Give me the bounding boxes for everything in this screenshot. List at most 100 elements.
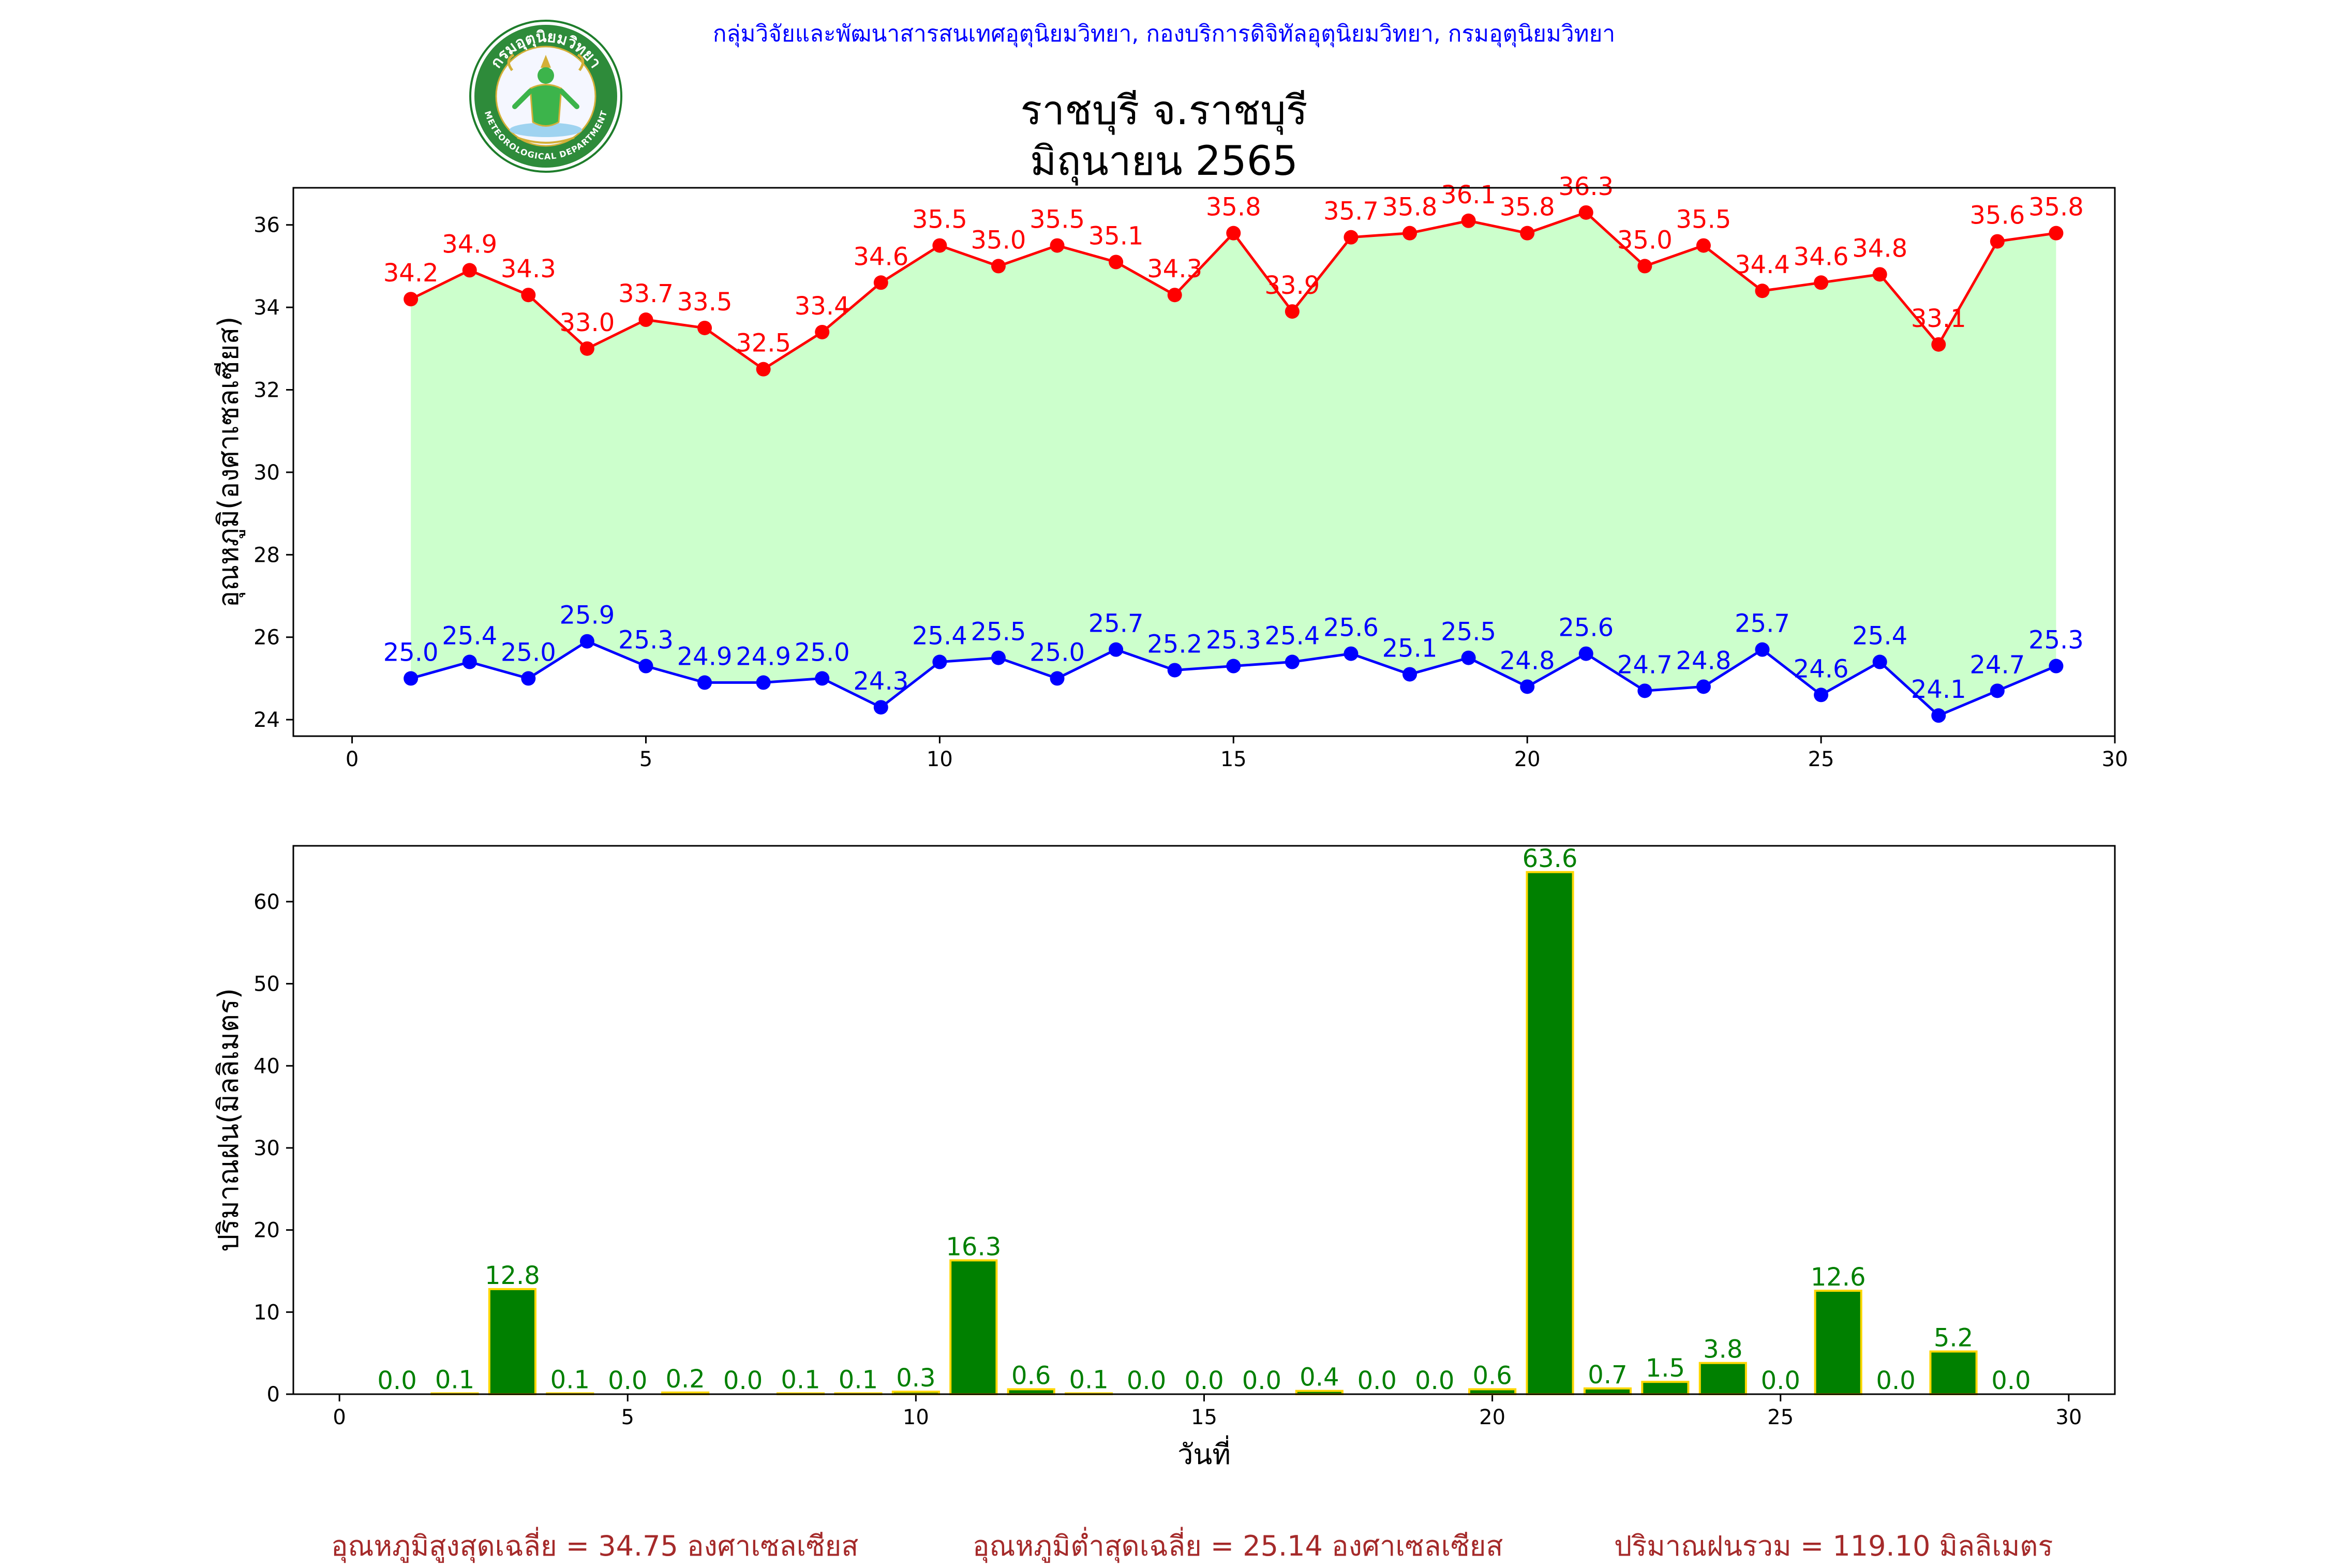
max-temp-point xyxy=(1226,226,1241,241)
min-temp-point xyxy=(932,654,947,669)
min-temp-data-label: 24.3 xyxy=(853,667,908,696)
min-temp-point xyxy=(1461,650,1476,665)
min-temp-point xyxy=(1520,679,1535,694)
min-temp-data-label: 24.1 xyxy=(1911,675,1966,704)
min-temp-point xyxy=(404,671,419,686)
min-temp-data-label: 24.9 xyxy=(677,642,733,671)
max-temp-point xyxy=(462,263,477,278)
max-temp-point xyxy=(815,324,830,339)
min-temp-data-label: 25.5 xyxy=(971,618,1026,647)
x-tick-label: 30 xyxy=(2055,1406,2082,1429)
max-temp-data-label: 32.5 xyxy=(736,329,791,358)
max-temp-data-label: 35.5 xyxy=(1029,205,1085,234)
x-tick-label: 0 xyxy=(346,748,359,771)
rain-data-label: 63.6 xyxy=(1523,844,1578,873)
x-tick-label: 5 xyxy=(621,1406,634,1429)
max-temp-point xyxy=(2049,226,2064,241)
title-line-1: ราชบุรี จ.ราชบุรี xyxy=(1020,87,1308,134)
rain-data-label: 0.0 xyxy=(377,1366,416,1395)
rain-data-label: 3.8 xyxy=(1703,1335,1742,1364)
rain-data-label: 0.1 xyxy=(435,1365,474,1394)
max-temp-point xyxy=(1990,234,2005,249)
rain-data-label: 0.0 xyxy=(1415,1366,1454,1395)
rain-data-label: 1.5 xyxy=(1646,1354,1685,1383)
min-temp-data-label: 25.4 xyxy=(442,622,497,651)
max-temp-data-label: 34.9 xyxy=(442,230,497,259)
max-temp-data-label: 33.7 xyxy=(618,279,674,308)
min-temp-data-label: 25.4 xyxy=(1852,622,1907,651)
min-temp-data-label: 25.0 xyxy=(1029,638,1085,667)
max-temp-data-label: 34.6 xyxy=(1794,242,1849,271)
x-tick-label: 25 xyxy=(1808,748,1834,771)
min-temp-data-label: 25.3 xyxy=(2028,626,2084,655)
max-temp-data-label: 34.3 xyxy=(1147,255,1202,283)
min-temp-data-label: 25.7 xyxy=(1088,609,1144,638)
y-axis-label: อุณหภูมิ(องศาเซลเซียส) xyxy=(212,317,246,608)
y-tick-label: 0 xyxy=(267,1383,280,1407)
max-temp-data-label: 33.4 xyxy=(795,292,850,321)
max-temp-point xyxy=(521,288,536,303)
deity-figure-icon xyxy=(507,53,585,144)
max-temp-data-label: 36.3 xyxy=(1558,172,1614,201)
y-tick-label: 20 xyxy=(253,1219,280,1243)
rain-data-label: 0.1 xyxy=(550,1365,590,1394)
max-temp-point xyxy=(697,320,712,335)
rain-data-label: 0.2 xyxy=(666,1365,705,1394)
rain-bar xyxy=(949,1259,998,1395)
min-temp-point xyxy=(1226,659,1241,674)
max-temp-point xyxy=(1050,238,1065,253)
min-temp-point xyxy=(1050,671,1065,686)
rain-data-label: 0.1 xyxy=(781,1365,820,1394)
y-axis-label: ปริมาณฝน(มิลลิเมตร) xyxy=(212,988,245,1252)
max-temp-data-label: 33.1 xyxy=(1911,304,1966,333)
min-temp-data-label: 25.9 xyxy=(559,601,615,630)
rain-data-label: 0.0 xyxy=(608,1366,647,1395)
min-temp-data-label: 25.6 xyxy=(1558,614,1614,643)
min-temp-point xyxy=(991,650,1006,665)
x-tick-label: 15 xyxy=(1220,748,1247,771)
x-tick-label: 5 xyxy=(639,748,652,771)
title-line-2: มิถุนายน 2565 xyxy=(1029,138,1299,185)
max-temp-point xyxy=(1755,283,1770,298)
min-temp-data-label: 25.3 xyxy=(618,626,674,655)
rain-data-label: 0.0 xyxy=(723,1366,763,1395)
y-tick-label: 28 xyxy=(253,543,280,567)
y-tick-label: 60 xyxy=(253,890,280,914)
rain-bar xyxy=(488,1288,536,1395)
max-temp-data-label: 34.8 xyxy=(1852,234,1907,263)
y-tick-label: 32 xyxy=(253,379,280,402)
min-temp-data-label: 25.6 xyxy=(1323,614,1379,643)
rain-data-label: 0.6 xyxy=(1011,1361,1051,1390)
min-temp-point xyxy=(1285,654,1300,669)
min-temp-point xyxy=(873,700,888,715)
min-temp-data-label: 25.0 xyxy=(501,638,556,667)
min-temp-point xyxy=(2049,659,2064,674)
max-temp-point xyxy=(873,275,888,290)
min-temp-data-label: 25.4 xyxy=(1264,622,1320,651)
min-temp-point xyxy=(462,654,477,669)
max-temp-point xyxy=(1344,230,1359,245)
rain-data-label: 0.3 xyxy=(896,1364,935,1393)
organization-line: กลุ่มวิจัยและพัฒนาสารสนเทศอุตุนิยมวิทยา,… xyxy=(712,21,1616,47)
min-temp-point xyxy=(579,634,594,649)
min-temp-data-label: 25.5 xyxy=(1441,618,1496,647)
max-temp-point xyxy=(1872,267,1887,282)
max-temp-data-label: 35.5 xyxy=(1676,205,1731,234)
max-temp-point xyxy=(932,238,947,253)
rain-bar xyxy=(1641,1381,1690,1396)
plot-frame xyxy=(292,187,2116,737)
min-temp-point xyxy=(1755,642,1770,657)
rain-data-label: 0.0 xyxy=(1991,1366,2031,1395)
x-tick-label: 15 xyxy=(1191,1406,1217,1429)
min-temp-data-label: 25.4 xyxy=(912,622,967,651)
y-tick-label: 24 xyxy=(253,708,280,732)
max-temp-point xyxy=(1520,226,1535,241)
temperature-chart: 0 5 10 15 20 25 302426283032343634.234.934.333… xyxy=(212,172,2128,771)
rain-data-label: 0.0 xyxy=(1876,1366,1915,1395)
rain-data-label: 12.8 xyxy=(485,1261,540,1290)
rain-data-label: 16.3 xyxy=(946,1232,1001,1261)
min-temp-data-label: 24.8 xyxy=(1500,646,1555,675)
meteorological-department-seal-icon: กรมอุตุนิยมวิทยา METEOROLOGICAL DEPARTME… xyxy=(469,20,622,173)
min-temp-data-label: 25.0 xyxy=(795,638,850,667)
total-rainfall: ปริมาณฝนรวม = 119.10 มิลลิเมตร xyxy=(1614,1530,2053,1562)
